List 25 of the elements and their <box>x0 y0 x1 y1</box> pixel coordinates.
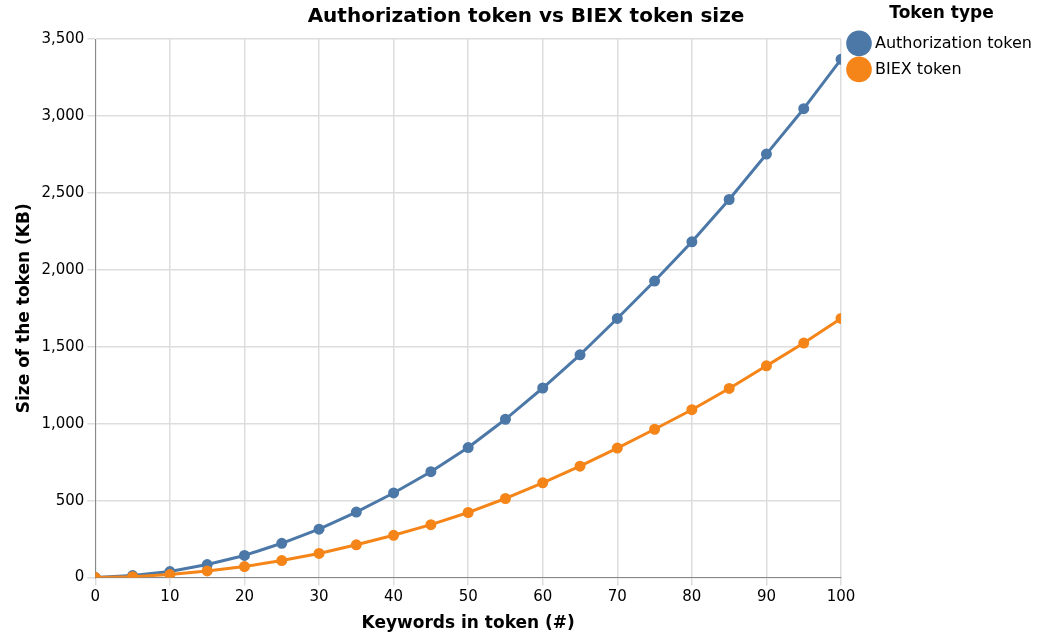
x-tick-label: 10 <box>160 587 180 606</box>
y-tick-label: 2,500 <box>41 182 85 201</box>
y-tick-label: 0 <box>74 567 85 586</box>
x-tick-label: 20 <box>234 587 255 606</box>
y-tick-label: 1,000 <box>41 413 85 432</box>
x-tick-label: 100 <box>826 587 856 606</box>
legend-label: BIEX token <box>875 58 962 78</box>
chart-title: Authorization token vs BIEX token size <box>307 3 745 28</box>
x-tick-label: 0 <box>90 587 101 606</box>
y-axis-title: Size of the token (KB) <box>12 203 33 414</box>
x-tick-label: 30 <box>309 587 329 606</box>
y-tick-label: 3,000 <box>41 105 85 124</box>
legend-label: Authorization token <box>875 32 1033 52</box>
x-tick-label: 70 <box>607 587 627 606</box>
x-tick-label: 90 <box>756 587 776 606</box>
x-tick-label: 60 <box>533 587 553 606</box>
x-tick-label: 40 <box>384 587 404 606</box>
legend-title: Token type <box>889 1 994 22</box>
y-tick-label: 1,500 <box>41 336 85 355</box>
x-tick-label: 80 <box>682 587 702 606</box>
x-tick-label: 50 <box>458 587 478 606</box>
y-tick-label: 500 <box>55 490 85 509</box>
y-tick-label: 2,000 <box>41 259 85 278</box>
y-tick-label: 3,500 <box>41 28 85 47</box>
x-axis-title: Keywords in token (#) <box>361 612 575 633</box>
